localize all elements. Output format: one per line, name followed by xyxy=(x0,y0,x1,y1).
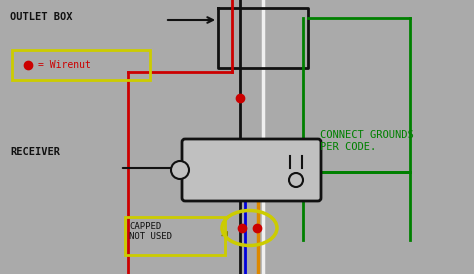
Text: CAPPED
NOT USED: CAPPED NOT USED xyxy=(129,222,172,241)
Text: OUTLET BOX: OUTLET BOX xyxy=(10,12,73,22)
Text: = Wirenut: = Wirenut xyxy=(38,60,91,70)
Text: RECEIVER: RECEIVER xyxy=(10,147,60,157)
Text: CONNECT GROUNDS
PER CODE.: CONNECT GROUNDS PER CODE. xyxy=(320,130,414,152)
Circle shape xyxy=(171,161,189,179)
Circle shape xyxy=(289,173,303,187)
FancyBboxPatch shape xyxy=(182,139,321,201)
